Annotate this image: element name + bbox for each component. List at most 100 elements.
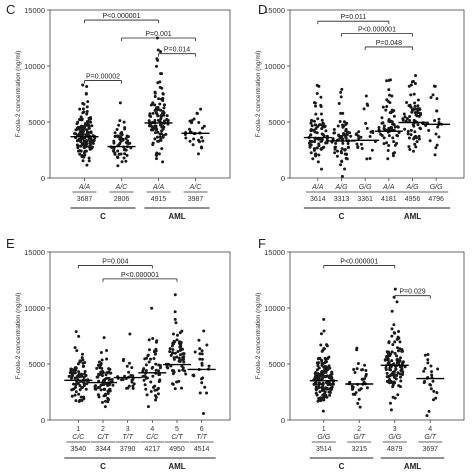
data-point [320, 385, 324, 389]
data-point [155, 108, 159, 112]
data-point [321, 371, 325, 375]
series-1-points [93, 336, 115, 409]
data-point [398, 356, 402, 360]
data-point [200, 357, 204, 361]
genotype-label: G/G [359, 184, 372, 191]
data-point [351, 392, 355, 396]
data-point [115, 128, 119, 132]
data-point [413, 82, 417, 86]
data-point [77, 392, 81, 396]
series-4-points [401, 74, 425, 153]
data-point [364, 94, 368, 98]
data-point [433, 119, 437, 123]
data-point [339, 111, 343, 115]
data-point [153, 91, 157, 95]
data-point [177, 369, 181, 373]
data-point [396, 125, 400, 129]
data-point [147, 348, 151, 352]
data-point [323, 375, 327, 379]
data-point [78, 152, 82, 156]
data-point [422, 381, 426, 385]
data-point [161, 92, 165, 96]
data-point [75, 349, 79, 353]
data-point [381, 105, 385, 109]
data-point [316, 399, 320, 403]
mean-value-label: 3790 [120, 446, 136, 453]
genotype-label: G/G [430, 184, 443, 191]
data-point [393, 151, 397, 155]
data-point [95, 375, 99, 379]
data-point [357, 137, 361, 141]
data-point [413, 104, 417, 108]
data-point [416, 123, 420, 127]
data-point [74, 399, 78, 403]
data-point [151, 336, 155, 340]
data-point [151, 365, 155, 369]
series-3-points [183, 107, 206, 156]
data-point [396, 134, 400, 138]
data-point [122, 156, 126, 160]
data-point [350, 384, 354, 388]
mean-value-label: 4950 [169, 446, 185, 453]
data-point [365, 102, 369, 106]
data-point [120, 133, 124, 137]
data-point [178, 340, 182, 344]
data-point [362, 380, 366, 384]
group-label: C [100, 212, 106, 221]
data-point [325, 366, 329, 370]
data-point [181, 352, 185, 356]
data-point [309, 121, 313, 125]
data-point [397, 336, 401, 340]
y-tick-label: 0 [41, 174, 45, 183]
data-point [408, 147, 412, 151]
y-axis-label: F-cola-2 concentration (ng/ml) [255, 51, 262, 138]
data-point [85, 105, 89, 109]
data-point [413, 107, 417, 111]
data-point [310, 128, 314, 132]
data-point [190, 121, 194, 125]
data-point [391, 136, 395, 140]
data-point [200, 377, 204, 381]
data-point [317, 142, 321, 146]
group-label: AML [404, 462, 421, 471]
data-point [423, 353, 427, 357]
data-point [180, 386, 184, 390]
data-point [182, 360, 186, 364]
data-point [173, 293, 177, 297]
data-point [329, 375, 333, 379]
mean-value-label: 2806 [114, 196, 130, 203]
data-point [313, 130, 317, 134]
data-point [398, 385, 402, 389]
data-point [162, 106, 166, 110]
data-point [318, 123, 322, 127]
data-point [82, 102, 86, 106]
data-point [332, 128, 336, 132]
data-point [356, 362, 360, 366]
data-point [102, 388, 106, 392]
data-point [370, 148, 374, 152]
data-point [149, 380, 153, 384]
data-point [182, 355, 186, 359]
data-point [328, 383, 332, 387]
y-tick-label: 10000 [264, 304, 285, 313]
data-point [319, 103, 323, 107]
data-point [389, 125, 393, 129]
data-point [315, 393, 319, 397]
data-point [205, 343, 209, 347]
data-point [81, 111, 85, 115]
data-point [385, 141, 389, 145]
data-point [319, 147, 323, 151]
series-4-points [164, 293, 188, 391]
data-point [104, 393, 108, 397]
comparison-label: P=0.014 [164, 47, 190, 54]
data-point [150, 306, 154, 310]
data-point [68, 371, 72, 375]
data-point [331, 137, 335, 141]
data-point [434, 396, 438, 400]
data-point [308, 145, 312, 149]
data-point [382, 124, 386, 128]
data-point [386, 354, 390, 358]
data-point [364, 374, 368, 378]
data-point [387, 341, 391, 345]
data-point [312, 119, 316, 123]
